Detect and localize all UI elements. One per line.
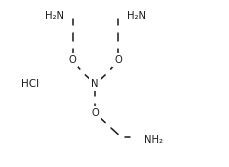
Text: N: N — [92, 79, 99, 89]
Text: NH₂: NH₂ — [144, 135, 163, 145]
Text: H₂N: H₂N — [45, 11, 64, 21]
Text: O: O — [91, 109, 99, 119]
Text: O: O — [114, 55, 122, 65]
Text: O: O — [69, 55, 76, 65]
Text: HCl: HCl — [21, 79, 39, 89]
Text: H₂N: H₂N — [127, 11, 146, 21]
